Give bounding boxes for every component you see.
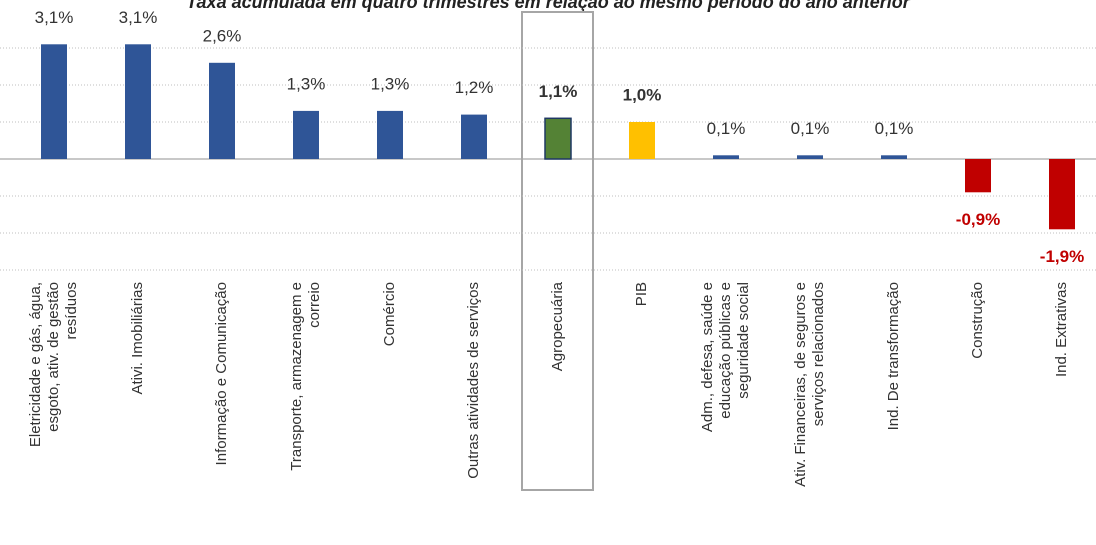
x-tick-label: serviços relacionados xyxy=(810,282,827,426)
x-tick-label: Outras atividades de serviços xyxy=(465,282,482,479)
x-tick-label: Ind. Extrativas xyxy=(1053,282,1070,377)
chart-title: Taxa acumulada em quatro trimestres em r… xyxy=(186,0,911,12)
data-label: -1,9% xyxy=(1040,247,1084,266)
x-tick-label: Informação e Comunicação xyxy=(213,282,230,465)
bar xyxy=(41,44,67,159)
data-label: 1,2% xyxy=(455,78,494,97)
x-tick-label: correio xyxy=(306,282,323,328)
x-tick-label: seguridade social xyxy=(735,282,752,399)
bar xyxy=(293,110,319,159)
data-label: -0,9% xyxy=(956,210,1000,229)
highlight-box xyxy=(521,11,594,491)
x-tick-label: Eletricidade e gás, água, xyxy=(27,282,44,447)
bar xyxy=(544,117,572,160)
x-tick-label: educação públicas e xyxy=(717,282,734,419)
bar xyxy=(461,114,487,159)
x-tick-label: resíduos xyxy=(63,282,80,340)
x-tick-label: Ind. De transformação xyxy=(885,282,902,430)
x-tick-label: Agropecuária xyxy=(549,281,566,371)
x-tick-label: Ativi. Imobiliárias xyxy=(129,282,146,395)
data-label: 3,1% xyxy=(119,8,158,27)
x-tick-label: Adm., defesa, saúde e xyxy=(699,282,716,432)
bar xyxy=(629,122,655,159)
x-tick-label: Comércio xyxy=(381,282,398,346)
x-tick-label: Construção xyxy=(969,282,986,359)
x-tick-label: Transporte, armazenagem e xyxy=(288,282,305,471)
bar xyxy=(1049,159,1075,230)
data-label: 1,1% xyxy=(539,82,578,101)
bar xyxy=(881,155,907,159)
bar xyxy=(965,159,991,193)
data-label: 1,0% xyxy=(623,85,662,104)
data-label: 3,1% xyxy=(35,8,74,27)
data-label: 1,3% xyxy=(371,74,410,93)
bar xyxy=(125,44,151,159)
x-tick-label: Ativ. Financeiras, de seguros e xyxy=(792,282,809,487)
data-label: 0,1% xyxy=(707,119,746,138)
bar xyxy=(209,62,235,159)
data-label: 0,1% xyxy=(791,119,830,138)
x-tick-label: PIB xyxy=(633,282,650,306)
bar xyxy=(713,155,739,159)
data-label: 1,3% xyxy=(287,74,326,93)
bar xyxy=(377,110,403,159)
data-label: 0,1% xyxy=(875,119,914,138)
bar xyxy=(797,155,823,159)
x-tick-label: esgoto, ativ. de gestão xyxy=(45,282,62,432)
data-label: 2,6% xyxy=(203,26,242,45)
